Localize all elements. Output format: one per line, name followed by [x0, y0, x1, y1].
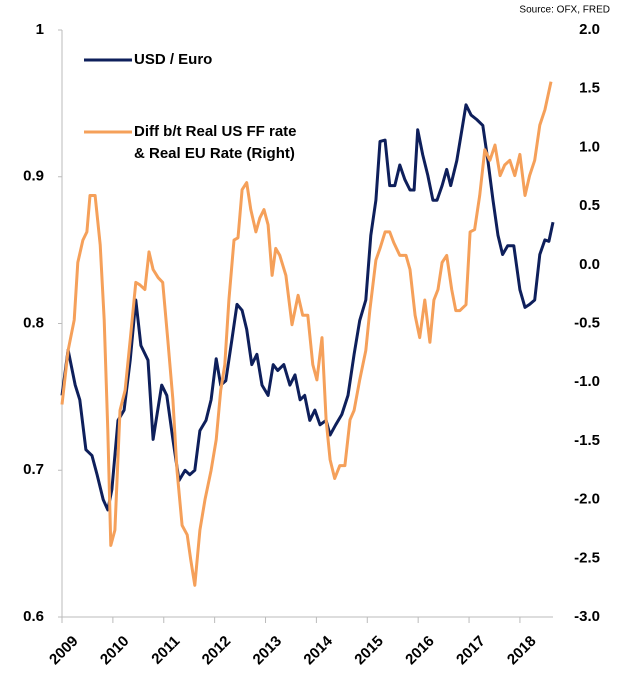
x-tick-label: 2009	[46, 633, 82, 669]
y2-tick-label: -2.0	[574, 491, 600, 508]
y-tick-label: 1	[36, 21, 44, 38]
y2-tick-label: 0.0	[579, 256, 600, 273]
y2-tick-label: 1.0	[579, 138, 600, 155]
y2-tick-label: 0.5	[579, 197, 600, 214]
x-tick-label: 2013	[250, 633, 286, 669]
y2-tick-label: -2.5	[574, 549, 600, 566]
series-line	[60, 81, 553, 587]
y2-tick-label: -3.0	[574, 608, 600, 625]
legend-label: Diff b/t Real US FF rate	[134, 123, 297, 140]
y2-tick-label: 1.5	[579, 80, 600, 97]
x-tick-label: 2014	[300, 632, 336, 668]
x-tick-label: 2016	[402, 633, 438, 669]
x-tick-label: 2017	[453, 633, 489, 669]
series-line	[60, 103, 555, 512]
x-tick-label: 2015	[351, 633, 387, 669]
legend-label: & Real EU Rate (Right)	[134, 145, 295, 162]
y2-tick-label: -1.5	[574, 432, 600, 449]
source-note: Source: OFX, FRED	[519, 5, 610, 16]
x-tick-label: 2011	[148, 633, 183, 668]
x-tick-label: 2010	[97, 633, 133, 669]
y-tick-label: 0.8	[23, 314, 44, 331]
y2-tick-label: -1.0	[574, 373, 600, 390]
x-tick-label: 2018	[504, 633, 540, 669]
y-tick-label: 0.9	[23, 168, 44, 185]
y-tick-label: 0.7	[23, 461, 44, 478]
y-tick-label: 0.6	[23, 608, 44, 625]
legend-label: USD / Euro	[134, 51, 212, 68]
y2-tick-label: 2.0	[579, 21, 600, 38]
x-tick-label: 2012	[199, 633, 235, 669]
y2-tick-label: -0.5	[574, 314, 600, 331]
